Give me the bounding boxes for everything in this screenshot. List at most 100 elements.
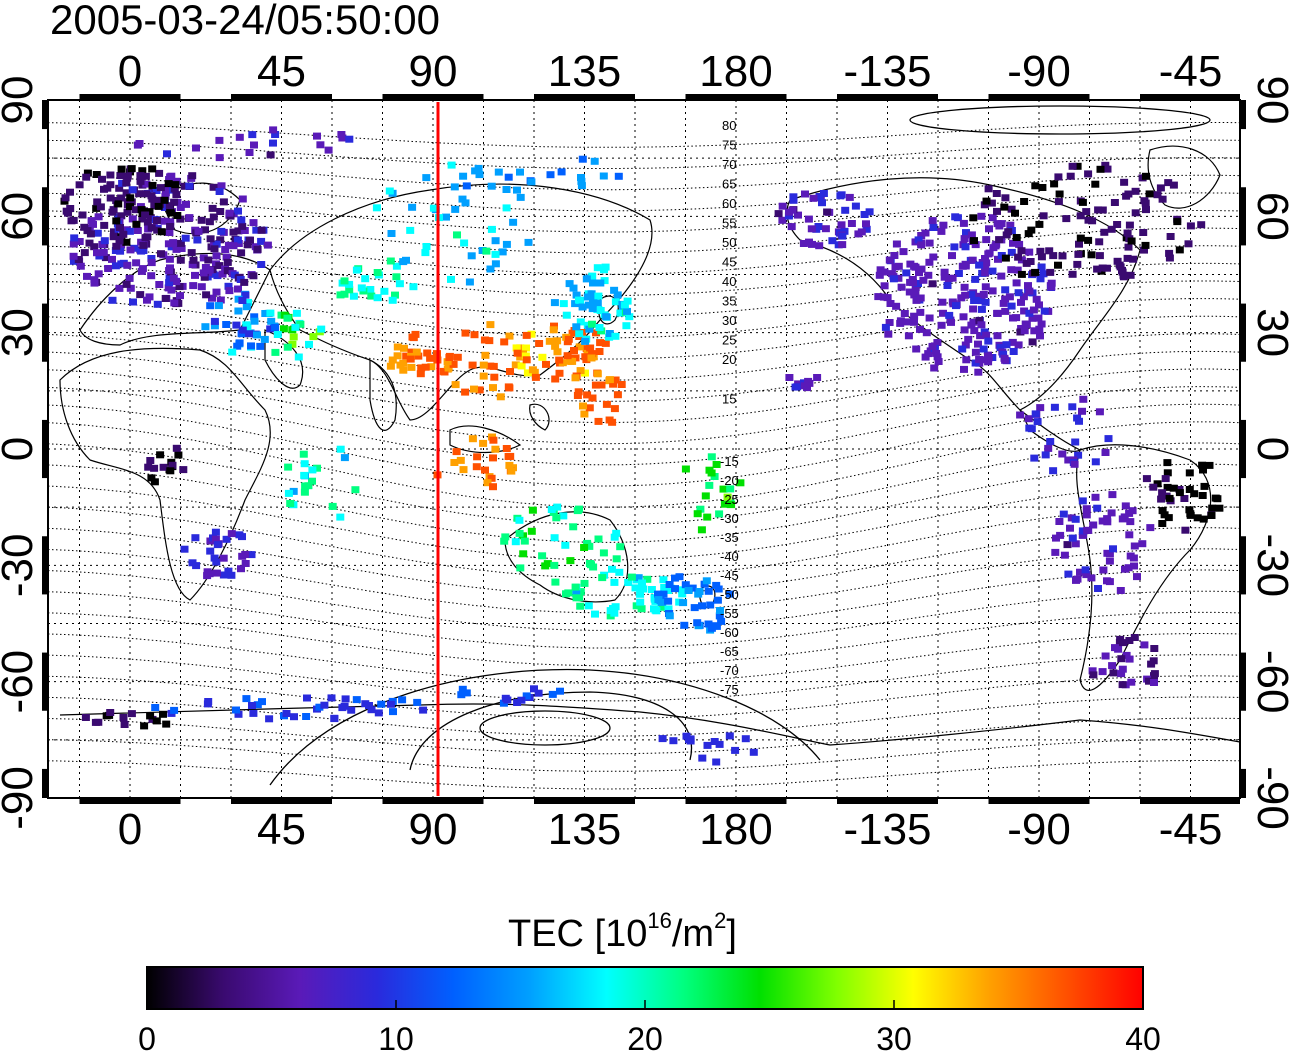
tec-pixel xyxy=(212,288,221,296)
tec-pixel xyxy=(1024,415,1033,423)
tec-pixel xyxy=(1031,268,1040,276)
tec-pixel xyxy=(179,466,188,474)
tec-pixel xyxy=(1001,194,1010,202)
tec-pixel xyxy=(1017,298,1025,306)
tec-pixel xyxy=(219,198,228,206)
tec-pixel xyxy=(136,172,145,180)
tec-pixel xyxy=(987,199,996,207)
tec-pixel xyxy=(164,180,173,188)
tec-pixel xyxy=(605,333,614,341)
tec-pixel xyxy=(451,205,460,213)
tec-pixel xyxy=(1127,678,1136,686)
tec-pixel xyxy=(1118,681,1127,689)
tec-pixel xyxy=(559,300,568,308)
tec-pixel xyxy=(917,241,926,249)
tec-pixel xyxy=(117,165,126,173)
tec-pixel xyxy=(458,195,467,203)
tec-pixel xyxy=(70,257,78,265)
tec-pixel xyxy=(1025,287,1034,295)
tec-pixel xyxy=(144,463,153,471)
tick-bar-top xyxy=(988,94,1090,100)
tec-pixel xyxy=(111,262,120,270)
tec-pixel xyxy=(598,574,607,582)
tec-pixel xyxy=(582,275,591,283)
tec-pixel xyxy=(163,184,172,191)
y-axis-left-labels: 90 60 30 0 -30 -60 -90 xyxy=(0,76,42,830)
tec-pixel xyxy=(632,602,641,610)
tec-pixel xyxy=(189,256,198,264)
tec-pixel xyxy=(1037,263,1046,271)
tec-pixel xyxy=(1075,417,1083,425)
tec-pixel xyxy=(69,252,78,260)
tick-bar-right xyxy=(1240,187,1246,246)
tec-pixel xyxy=(624,579,633,586)
tec-pixel xyxy=(1123,254,1132,262)
tec-pixel xyxy=(610,578,619,586)
tec-pixel xyxy=(1089,671,1098,679)
tec-pixel xyxy=(211,528,220,536)
tec-pixel xyxy=(917,232,926,239)
tec-pixel xyxy=(309,333,318,341)
tec-pixel xyxy=(593,370,602,378)
tec-pixel xyxy=(155,169,164,177)
tec-pixel xyxy=(1054,173,1063,181)
tec-pixel xyxy=(252,226,261,234)
tec-pixel xyxy=(205,266,214,274)
y-tick-label-left: 30 xyxy=(0,308,42,357)
tec-pixel xyxy=(1190,490,1199,498)
south-contour-arc-inner xyxy=(409,691,693,771)
tec-pixel xyxy=(406,355,415,363)
tec-pixel xyxy=(69,240,78,248)
x-tick-label-top: 45 xyxy=(257,47,306,96)
tec-pixel xyxy=(922,329,931,337)
tec-pixel xyxy=(818,199,826,207)
y-tick-label-right: 0 xyxy=(1248,437,1292,461)
tec-pixel xyxy=(669,737,678,745)
tec-pixel xyxy=(1002,341,1011,349)
tec-pixel xyxy=(1020,198,1029,205)
tec-pixel xyxy=(658,603,667,611)
tec-pixel xyxy=(133,227,142,234)
tec-pixel xyxy=(235,339,244,347)
tec-pixel xyxy=(1044,444,1053,452)
tec-pixel xyxy=(440,368,449,376)
x-axis-top-labels: 0 45 90 135 180 -135 -90 -45 xyxy=(118,47,1223,96)
tec-pixel xyxy=(1096,165,1105,173)
tec-pixel xyxy=(161,295,170,302)
tec-pixel xyxy=(1175,246,1184,254)
contour-line xyxy=(47,227,1241,275)
tec-pixel xyxy=(698,602,706,610)
tec-pixel xyxy=(419,706,428,714)
tec-pixel xyxy=(122,280,131,288)
tec-pixel xyxy=(176,292,184,300)
tec-pixel xyxy=(596,279,605,287)
tec-pixel xyxy=(570,327,579,334)
tec-pixel xyxy=(75,238,84,245)
tec-pixel xyxy=(522,344,530,352)
tec-pixel xyxy=(984,337,993,345)
tec-pixel xyxy=(609,380,618,388)
tec-pixel xyxy=(112,217,121,225)
tec-pixel xyxy=(1016,411,1025,419)
tec-pixel xyxy=(1158,520,1167,527)
tec-pixel xyxy=(623,307,631,315)
tec-pixel xyxy=(602,313,611,321)
y-tick-label-right: -30 xyxy=(1248,534,1292,598)
tec-pixel xyxy=(1197,221,1206,229)
tec-pixel xyxy=(238,297,247,304)
tec-pixel xyxy=(725,590,734,598)
tec-pixel xyxy=(1113,257,1122,265)
contour-label: 20 xyxy=(722,352,736,367)
tec-pixel xyxy=(1054,198,1063,206)
tec-pixel xyxy=(289,487,298,495)
tec-pixel xyxy=(828,237,837,245)
tec-pixel xyxy=(778,202,787,210)
tec-pixel xyxy=(684,587,693,594)
tec-pixel xyxy=(557,168,566,176)
contour-label: 35 xyxy=(722,294,736,309)
map-panel: 80 75 70 65 60 55 50 45 40 35 30 25 20 15 -15 -20 -25 -30… xyxy=(42,94,1246,804)
tec-pixel xyxy=(680,621,689,629)
tec-pixel xyxy=(550,534,559,542)
tec-pixel xyxy=(164,284,173,292)
north-pole-contour xyxy=(909,105,1211,135)
